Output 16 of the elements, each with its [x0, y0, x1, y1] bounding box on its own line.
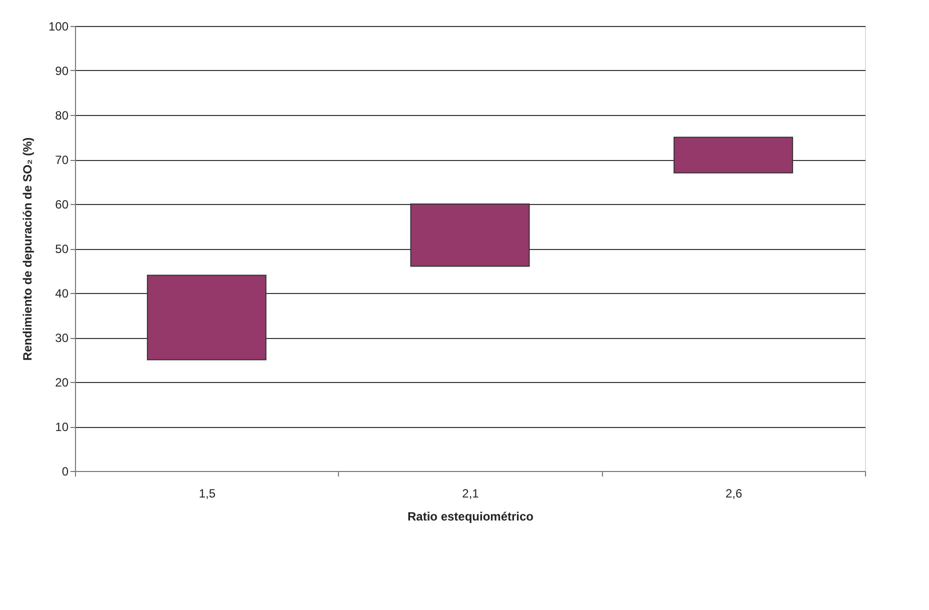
y-axis-title: Rendimiento de depuración de SO₂ (%)	[20, 137, 34, 361]
y-tick-label: 50	[55, 242, 69, 256]
y-tick-label: 90	[55, 64, 69, 78]
y-tick-label: 20	[55, 376, 69, 390]
x-tick-label: 2,6	[725, 486, 742, 500]
x-tick-label: 2,1	[462, 486, 480, 500]
x-axis-title: Ratio estequiométrico	[407, 510, 534, 524]
y-tick-label: 30	[55, 331, 69, 345]
y-tick-label: 70	[55, 153, 69, 167]
y-tick-label: 0	[62, 464, 69, 478]
y-tick-label: 100	[48, 20, 69, 34]
y-tick-label: 60	[55, 198, 69, 212]
y-tick-label: 10	[55, 420, 69, 434]
x-tick-label: 1,5	[198, 486, 216, 500]
y-tick-label: 40	[55, 286, 69, 300]
y-tick-label: 80	[55, 108, 69, 122]
